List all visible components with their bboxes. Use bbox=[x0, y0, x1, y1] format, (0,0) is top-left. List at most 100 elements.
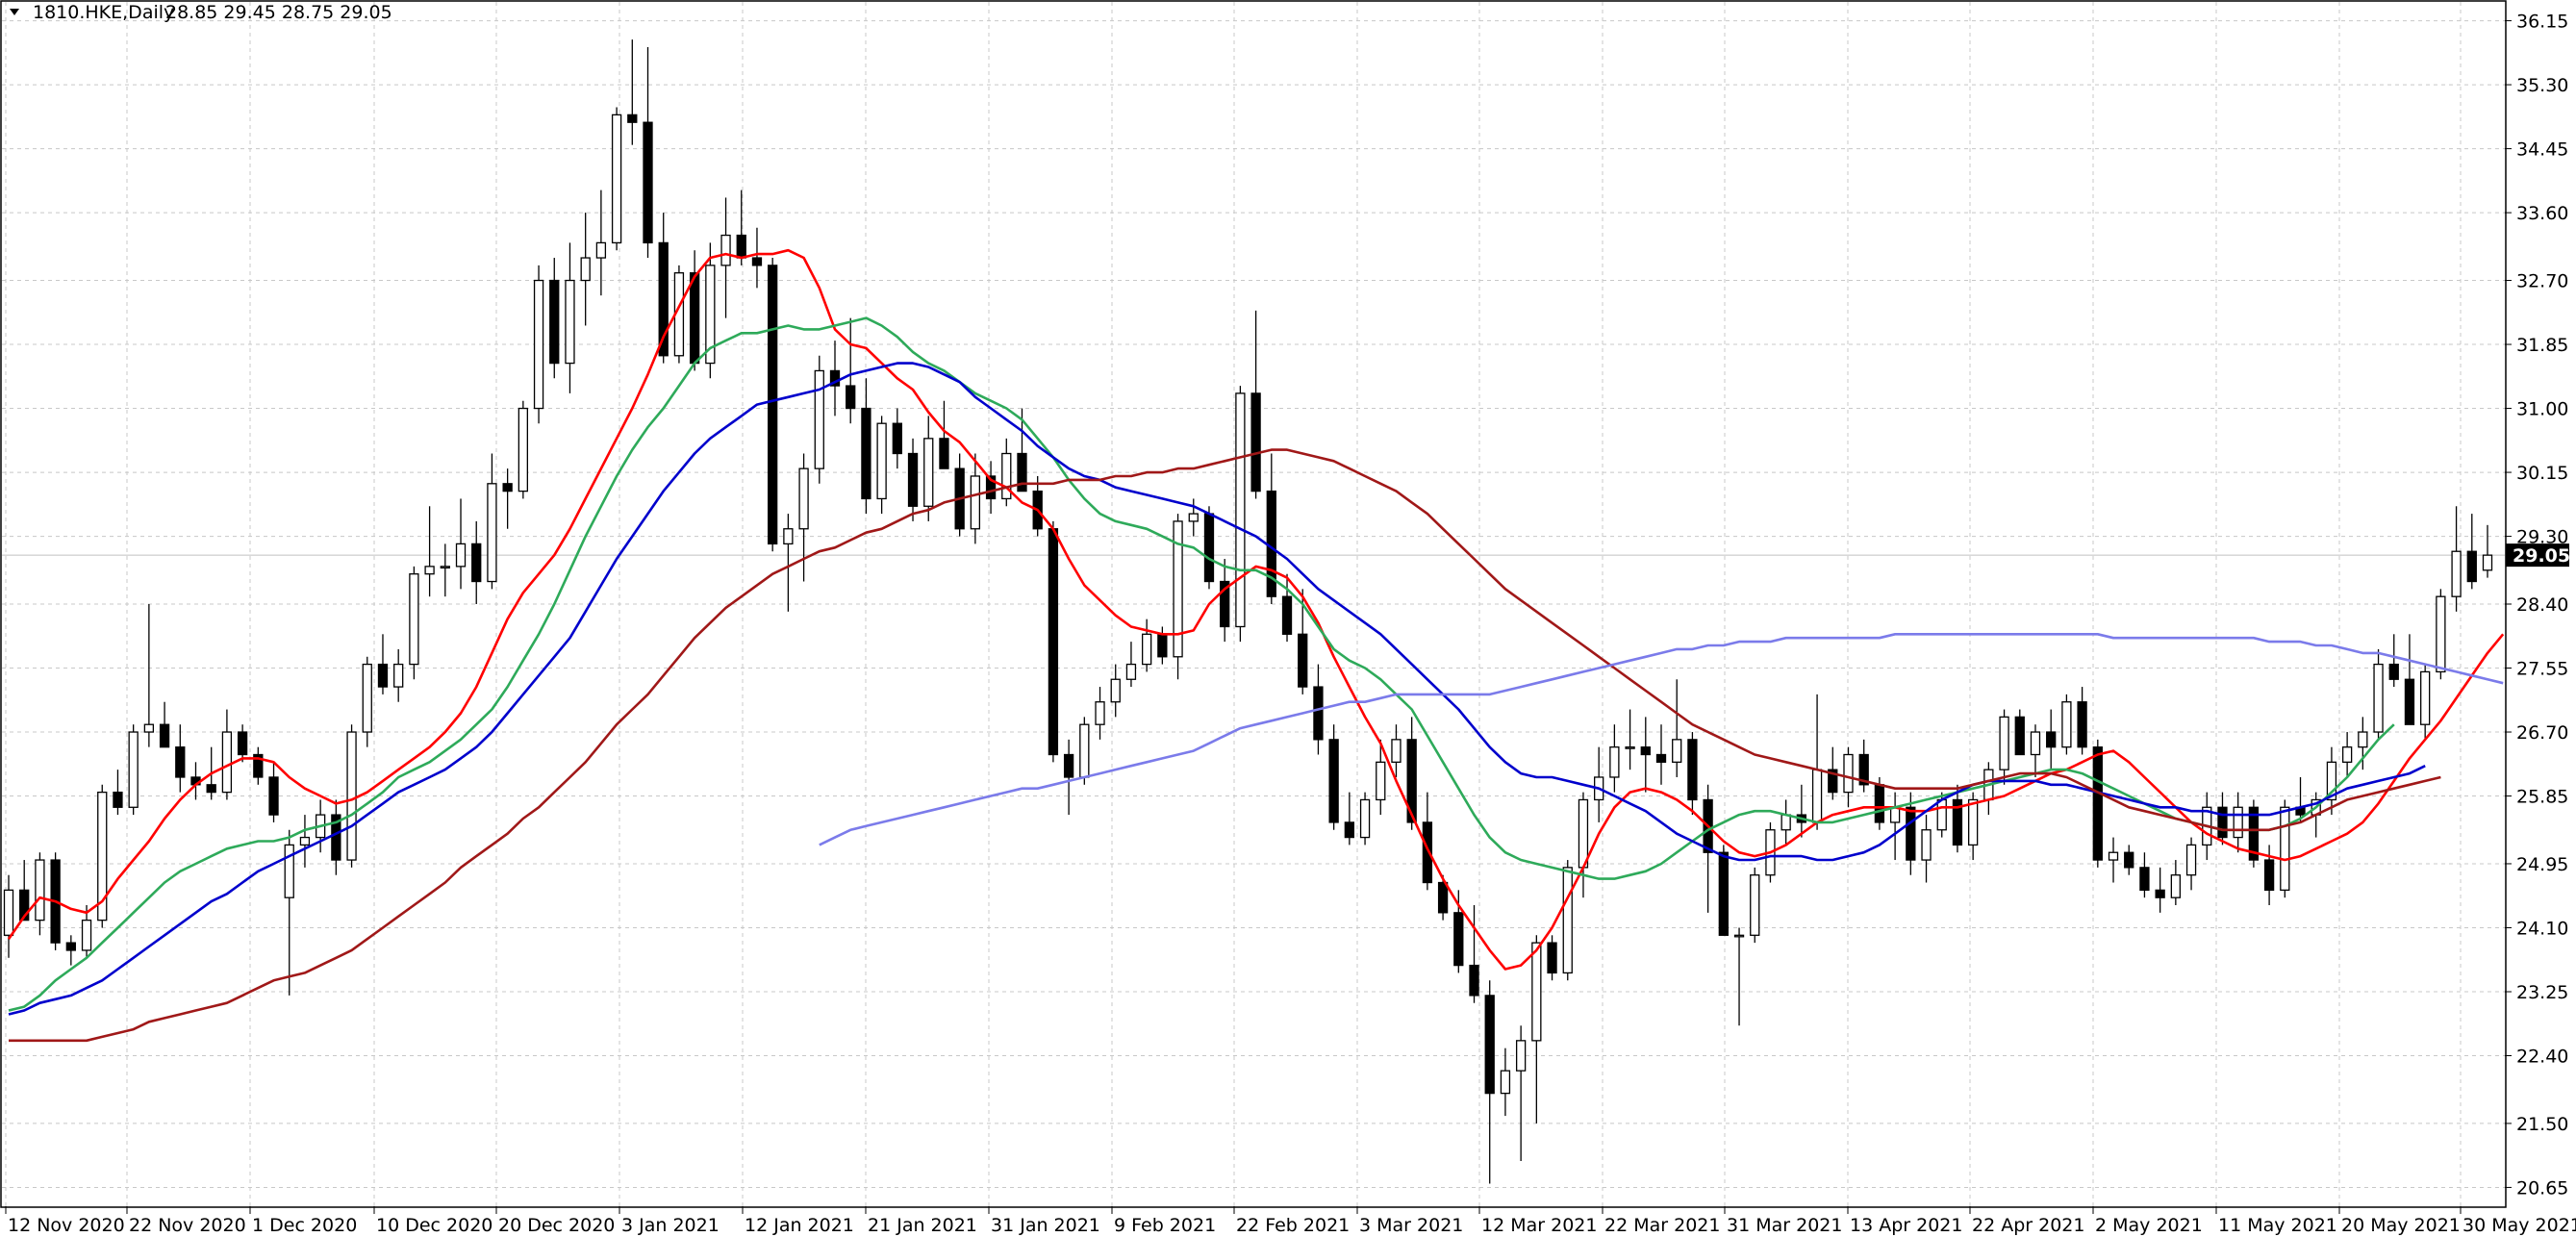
ma-line bbox=[7, 248, 2505, 971]
candle-body-down bbox=[549, 279, 560, 365]
y-tick-label: 31.85 bbox=[2516, 335, 2568, 356]
candle-body-up bbox=[424, 566, 435, 575]
candle bbox=[1376, 739, 1386, 816]
candle bbox=[985, 461, 997, 515]
candle-body-up bbox=[611, 114, 622, 244]
x-tick-label: 12 Nov 2020 bbox=[8, 1215, 125, 1236]
y-tick-label: 34.45 bbox=[2516, 139, 2568, 161]
dropdown-triangle-icon[interactable] bbox=[10, 9, 19, 15]
candle-body-up bbox=[440, 566, 450, 569]
y-tick-label: 24.10 bbox=[2516, 918, 2568, 939]
candle bbox=[1203, 506, 1215, 590]
candle bbox=[362, 656, 372, 747]
candle bbox=[2030, 724, 2041, 777]
candle bbox=[175, 724, 186, 793]
candle bbox=[2451, 506, 2462, 612]
candle-body-up bbox=[580, 257, 591, 282]
candle bbox=[1531, 935, 1542, 1123]
candle bbox=[97, 784, 108, 928]
candle bbox=[455, 498, 467, 590]
candle bbox=[1718, 845, 1729, 936]
candle-body-up bbox=[1968, 798, 1979, 846]
time-axis[interactable]: 12 Nov 2020 22 Nov 2020 1 Dec 2020 10 Dec 2… bbox=[5, 1206, 2576, 1236]
candle bbox=[2248, 799, 2260, 868]
candle-body-up bbox=[3, 889, 14, 936]
candle-body-down bbox=[2388, 663, 2399, 680]
candle-body-up bbox=[284, 844, 294, 898]
candle bbox=[1515, 1025, 1527, 1162]
candle-body-down bbox=[768, 265, 778, 545]
candle-body-up bbox=[2280, 806, 2290, 892]
y-tick-label: 27.55 bbox=[2516, 659, 2568, 680]
candle bbox=[1142, 618, 1152, 672]
candle-body-up bbox=[1936, 798, 1947, 831]
y-tick-label: 22.40 bbox=[2516, 1047, 2568, 1068]
candle-body-up bbox=[705, 265, 716, 365]
candle-body-down bbox=[471, 543, 482, 583]
candle bbox=[549, 258, 560, 379]
candle-body-up bbox=[2358, 731, 2368, 748]
candle-body-up bbox=[1515, 1040, 1527, 1072]
candle-body-up bbox=[487, 483, 497, 583]
candle-body-down bbox=[939, 438, 949, 469]
candle-body-down bbox=[1687, 739, 1698, 801]
x-tick-label: 20 Dec 2020 bbox=[498, 1215, 615, 1236]
candle-body-up bbox=[1142, 633, 1152, 666]
candle-body-up bbox=[814, 369, 824, 469]
candle-body-down bbox=[502, 483, 513, 492]
candle-body-down bbox=[736, 234, 746, 259]
candle bbox=[487, 453, 497, 590]
candle-body-up bbox=[2326, 761, 2337, 801]
candle bbox=[1672, 679, 1682, 777]
candle-body-down bbox=[1469, 964, 1479, 997]
candle bbox=[1406, 717, 1417, 830]
candle-body-down bbox=[1281, 595, 1293, 635]
candle bbox=[1344, 792, 1354, 846]
candle bbox=[113, 770, 123, 816]
candle bbox=[19, 860, 30, 921]
candle bbox=[1079, 717, 1090, 785]
candle bbox=[237, 724, 248, 763]
candle bbox=[1687, 732, 1698, 816]
candle-body-up bbox=[1125, 663, 1137, 680]
candle-body-down bbox=[2217, 806, 2228, 839]
candle-body-down bbox=[985, 475, 997, 500]
candle bbox=[2061, 694, 2072, 755]
ma-line bbox=[9, 448, 2441, 1043]
candle-body-down bbox=[1157, 633, 1168, 658]
candle bbox=[2233, 792, 2243, 853]
candle bbox=[1048, 520, 1059, 763]
candle bbox=[611, 107, 622, 251]
candle bbox=[1469, 905, 1479, 1003]
candle bbox=[268, 762, 279, 822]
candle bbox=[2280, 799, 2290, 898]
y-tick-label: 31.00 bbox=[2516, 399, 2568, 420]
candle bbox=[2482, 524, 2493, 578]
price-axis[interactable]: 36.15 35.30 34.45 33.60 32.70 31.85 31.00 30.15… bbox=[2505, 12, 2568, 1199]
candle-body-down bbox=[627, 114, 638, 123]
candle-body-up bbox=[221, 731, 233, 794]
x-tick-label: 13 Apr 2021 bbox=[1850, 1215, 1962, 1236]
y-tick-label: 30.15 bbox=[2516, 463, 2568, 484]
candle-body-up bbox=[533, 279, 544, 410]
candle bbox=[1733, 927, 1745, 1026]
candle bbox=[829, 341, 841, 417]
candle bbox=[143, 604, 155, 747]
candle bbox=[81, 905, 92, 958]
candle-body-up bbox=[1843, 753, 1854, 794]
candle-body-down bbox=[658, 241, 669, 357]
candle bbox=[907, 438, 919, 521]
candle-body-up bbox=[299, 836, 311, 846]
candle-body-up bbox=[923, 438, 934, 507]
candle-body-up bbox=[1110, 678, 1121, 703]
candle-body-up bbox=[1235, 392, 1246, 628]
candle bbox=[377, 634, 389, 694]
y-tick-label: 35.30 bbox=[2516, 75, 2568, 96]
candle-body-down bbox=[1220, 580, 1230, 628]
ma-line bbox=[819, 633, 2504, 846]
candle bbox=[2404, 634, 2415, 725]
candle-body-down bbox=[846, 385, 856, 410]
candle bbox=[1625, 709, 1635, 770]
candle bbox=[2185, 837, 2197, 891]
